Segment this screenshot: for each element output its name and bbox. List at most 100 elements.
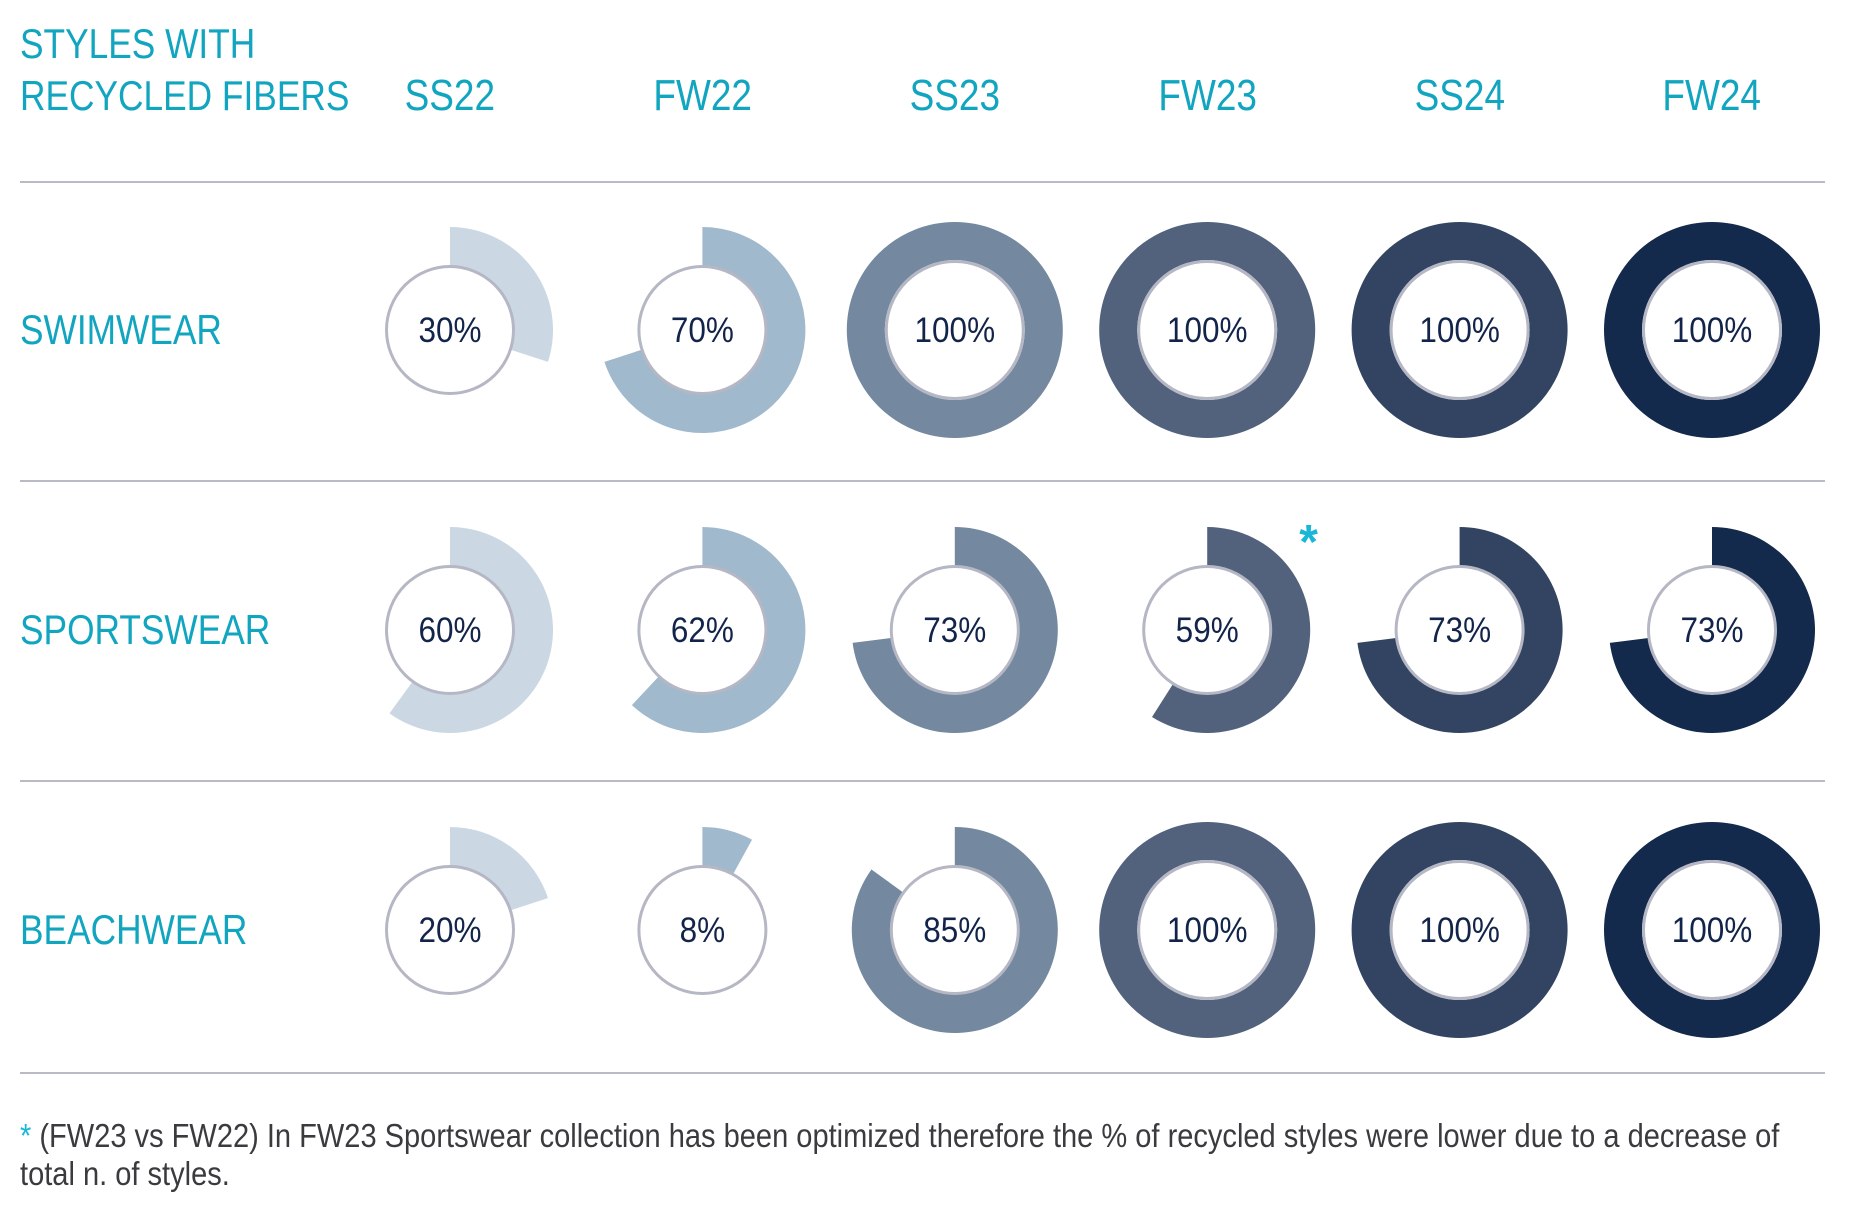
data-label: 62% — [671, 612, 734, 651]
donut-arc — [604, 227, 806, 433]
donut-center — [889, 865, 1020, 995]
donut-beachwear-ss24: 100% — [1351, 822, 1568, 1038]
donut-sportswear-fw23: 59% — [1142, 527, 1311, 733]
data-label: 73% — [1680, 612, 1743, 651]
donut-center — [1647, 565, 1777, 695]
data-label: 20% — [418, 912, 481, 951]
donut-arc — [1152, 527, 1311, 733]
donut-center — [889, 565, 1020, 695]
data-label: 100% — [1419, 912, 1500, 951]
donut-beachwear-fw23: 100% — [1099, 822, 1316, 1038]
category-label-text: BEACHWEAR — [20, 906, 248, 953]
donut-arc — [1351, 822, 1568, 1038]
data-label: 70% — [671, 312, 734, 351]
donut-arc — [1351, 222, 1568, 438]
chart-title-line-1: STYLES WITH — [20, 20, 256, 67]
season-label-text: SS22 — [404, 71, 496, 120]
donut-center — [385, 265, 515, 395]
donut-center — [1389, 260, 1530, 400]
donut-arc — [631, 527, 806, 733]
annotation-asterisk: * — [1299, 516, 1318, 569]
donut-swimwear-fw23: 100% — [1099, 222, 1316, 438]
chart-title-line-2: RECYCLED FIBERS — [20, 72, 350, 119]
donut-sportswear-ss24: 73% — [1357, 527, 1563, 733]
donut-swimwear-ss22: 30% — [385, 227, 553, 395]
donut-center — [1642, 860, 1782, 1000]
donut-sportswear-ss22: 60% — [385, 527, 553, 733]
donut-arc — [1604, 822, 1820, 1038]
category-label-text: SWIMWEAR — [20, 306, 222, 353]
donut-arc — [1099, 822, 1316, 1038]
donut-center — [637, 565, 768, 695]
season-label-fw22: FW22 — [602, 72, 802, 120]
data-label: 100% — [915, 312, 996, 351]
divider-swimwear — [20, 480, 1825, 482]
data-label: 8% — [680, 912, 726, 951]
footnote: * (FW23 vs FW22) In FW23 Sportswear coll… — [20, 1117, 1840, 1193]
data-label: 100% — [1167, 312, 1248, 351]
category-label-sportswear: SPORTSWEAR — [20, 606, 318, 654]
season-label-text: SS24 — [1414, 71, 1505, 120]
season-label-fw23: FW23 — [1107, 72, 1307, 120]
chart-title: STYLES WITH RECYCLED FIBERS — [20, 18, 412, 122]
donut-arc — [1604, 222, 1820, 438]
data-label: 100% — [1419, 312, 1500, 351]
donut-sportswear-fw24: 73% — [1609, 527, 1815, 733]
donut-center — [1394, 565, 1525, 695]
donut-center — [1389, 860, 1530, 1000]
donut-beachwear-ss22: 20% — [385, 827, 548, 995]
data-label: 100% — [1672, 912, 1753, 951]
data-label: 73% — [923, 612, 986, 651]
donut-swimwear-fw22: 70% — [604, 227, 806, 433]
donut-arc — [851, 827, 1058, 1033]
donut-beachwear-fw24: 100% — [1604, 822, 1820, 1038]
data-label: 100% — [1167, 912, 1248, 951]
data-label: 59% — [1176, 612, 1239, 651]
donut-center — [637, 865, 768, 995]
data-label: 73% — [1428, 612, 1491, 651]
season-label-text: FW22 — [653, 71, 752, 120]
donut-beachwear-fw22: 8% — [637, 827, 768, 995]
donut-swimwear-fw24: 100% — [1604, 222, 1820, 438]
season-label-ss24: SS24 — [1360, 72, 1560, 120]
donut-center — [637, 265, 768, 395]
divider-header — [20, 181, 1825, 183]
divider-sportswear — [20, 780, 1825, 782]
donut-sportswear-fw22: 62% — [631, 527, 806, 733]
donut-arc — [1099, 222, 1316, 438]
season-label-text: FW24 — [1662, 71, 1762, 120]
footnote-asterisk: * — [20, 1117, 32, 1154]
season-label-fw24: FW24 — [1612, 72, 1812, 120]
divider-beachwear — [20, 1072, 1825, 1074]
data-label: 85% — [923, 912, 986, 951]
donut-center — [1642, 260, 1782, 400]
donut-arc — [450, 227, 553, 362]
donut-arc — [702, 827, 753, 875]
donut-arc — [1357, 527, 1563, 733]
donut-center — [1142, 565, 1273, 695]
data-label: 30% — [418, 312, 481, 351]
data-label: 100% — [1672, 312, 1753, 351]
donut-center — [1137, 860, 1278, 1000]
category-label-swimwear: SWIMWEAR — [20, 306, 260, 354]
data-label: 60% — [418, 612, 481, 651]
category-label-text: SPORTSWEAR — [20, 606, 271, 653]
footnote-text: (FW23 vs FW22) In FW23 Sportswear collec… — [20, 1117, 1780, 1192]
donut-sportswear-ss23: 73% — [852, 527, 1058, 733]
season-label-ss22: SS22 — [350, 72, 550, 120]
donut-center — [385, 565, 515, 695]
donut-beachwear-ss23: 85% — [851, 827, 1058, 1033]
season-label-text: FW23 — [1157, 71, 1257, 120]
category-label-beachwear: BEACHWEAR — [20, 906, 291, 954]
donut-arc — [389, 527, 553, 733]
donut-center — [1137, 260, 1278, 400]
donut-swimwear-ss24: 100% — [1351, 222, 1568, 438]
donut-arc — [852, 527, 1058, 733]
donut-arc — [1609, 527, 1815, 733]
donut-arc — [846, 222, 1063, 438]
donut-center — [884, 260, 1025, 400]
donut-center — [385, 865, 515, 995]
donut-swimwear-ss23: 100% — [846, 222, 1063, 438]
donut-arc — [450, 827, 548, 911]
